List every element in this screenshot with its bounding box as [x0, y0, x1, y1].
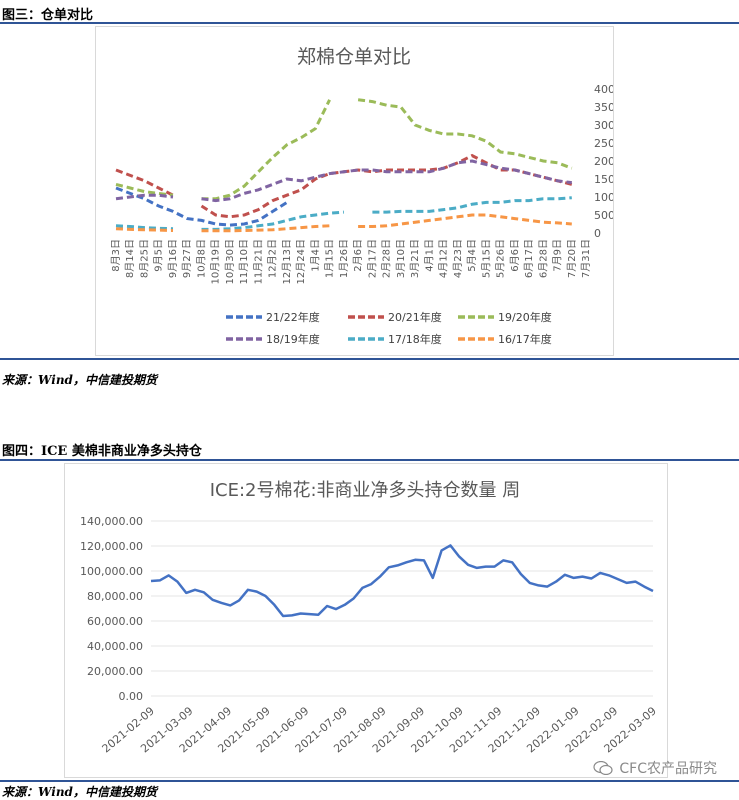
- x-tick-label: 4月12日: [438, 239, 450, 278]
- legend-label: 21/22年度: [266, 310, 320, 324]
- x-tick-label: 10月30日: [224, 239, 236, 284]
- x-tick-label: 10月8日: [195, 239, 207, 278]
- y-tick-label: 20,000.00: [87, 665, 143, 678]
- y-tick-label: 40000: [594, 83, 613, 96]
- series-1819: [115, 159, 572, 203]
- x-tick-label: 8月25日: [138, 239, 150, 278]
- y-tick-label: 10000: [594, 191, 613, 204]
- y-tick-label: 5000: [594, 209, 613, 222]
- x-tick-label: 1月26日: [338, 239, 350, 278]
- x-tick-label: 1月15日: [324, 239, 336, 278]
- x-tick-label: 7月20日: [566, 239, 578, 278]
- x-tick-label: 2月17日: [366, 239, 378, 278]
- net-long-series: [150, 544, 654, 618]
- figure4-bottom-rule: [0, 780, 739, 782]
- y-tick-label: 30000: [594, 119, 613, 132]
- legend-label: 19/20年度: [498, 310, 552, 324]
- watermark: CFC农产品研究: [593, 758, 717, 778]
- x-tick-label: 8月3日: [110, 239, 122, 272]
- y-tick-label: 40,000.00: [87, 640, 143, 653]
- y-tick-label: 15000: [594, 173, 613, 186]
- series-1617: [115, 213, 572, 233]
- figure4-source: 来源：Wind，中信建投期货: [2, 785, 157, 799]
- figure3-source: 来源：Wind，中信建投期货: [2, 373, 157, 387]
- series-1718: [115, 196, 572, 231]
- x-tick-label: 5月15日: [480, 239, 492, 278]
- y-tick-label: 60,000.00: [87, 615, 143, 628]
- ice-net-long-chart-svg: ICE:2号棉花:非商业净多头持仓数量 周 0.00 20,000.00 40,00…: [80, 480, 659, 755]
- y-tick-label: 0: [594, 227, 601, 240]
- y-tick-label: 0.00: [119, 690, 144, 703]
- legend-label: 18/19年度: [266, 332, 320, 346]
- x-tick-label: 4月1日: [423, 239, 435, 272]
- y-tick-label: 20000: [594, 155, 613, 168]
- x-tick-label: 6月28日: [537, 239, 549, 278]
- x-tick-label: 12月24日: [295, 239, 307, 284]
- figure3-top-rule: [0, 22, 739, 24]
- warehouse-chart-title: 郑棉仓单对比: [297, 46, 411, 68]
- series-1920: [115, 98, 573, 201]
- figure4-top-rule: [0, 459, 739, 461]
- wechat-icon: [593, 760, 613, 776]
- ice-chart-title: ICE:2号棉花:非商业净多头持仓数量 周: [210, 480, 521, 501]
- x-tick-label: 2月6日: [352, 239, 364, 272]
- figure3-bottom-rule: [0, 358, 739, 360]
- y-tick-label: 100,000.00: [80, 565, 143, 578]
- y-tick-label: 120,000.00: [80, 540, 143, 553]
- y-tick-label: 35000: [594, 101, 613, 114]
- x-tick-label: 5月4日: [466, 239, 478, 272]
- warehouse-receipt-chart: 郑棉仓单对比 0 5000 10000 15000 20000 25000 30000 350…: [95, 26, 629, 356]
- series-2122: [115, 186, 288, 227]
- x-tick-label: 6月6日: [509, 239, 521, 272]
- legend-label: 16/17年度: [498, 332, 552, 346]
- watermark-text: CFC农产品研究: [619, 761, 717, 777]
- x-tick-label: 11月10日: [238, 239, 250, 284]
- x-tick-label: 12月2日: [267, 239, 279, 278]
- y-tick-label: 140,000.00: [80, 515, 143, 528]
- x-tick-label: 1月4日: [309, 239, 321, 272]
- series-2021: [115, 153, 573, 219]
- figure3-title: 图三：仓单对比: [2, 8, 94, 23]
- ice-net-long-chart: ICE:2号棉花:非商业净多头持仓数量 周 0.00 20,000.00 40,00…: [64, 463, 668, 778]
- x-tick-label: 3月10日: [395, 239, 407, 278]
- x-tick-label: 10月19日: [210, 239, 222, 284]
- x-tick-label: 11月21日: [252, 239, 264, 284]
- x-tick-label: 7月31日: [580, 239, 592, 278]
- x-tick-label: 4月23日: [452, 239, 464, 278]
- x-tick-label: 3月21日: [409, 239, 421, 278]
- x-tick-label: 2月28日: [381, 239, 393, 278]
- x-tick-label: 9月27日: [181, 239, 193, 278]
- legend-label: 20/21年度: [388, 310, 442, 324]
- warehouse-receipt-chart-svg: 郑棉仓单对比 0 5000 10000 15000 20000 25000 30000 350…: [110, 46, 629, 346]
- x-tick-label: 12月13日: [281, 239, 293, 284]
- legend-label: 17/18年度: [388, 332, 442, 346]
- y-tick-label: 80,000.00: [87, 590, 143, 603]
- x-tick-label: 8月14日: [124, 239, 136, 278]
- x-tick-label: 5月26日: [495, 239, 507, 278]
- x-tick-label: 6月17日: [523, 239, 535, 278]
- x-tick-label: 7月9日: [552, 239, 564, 272]
- x-tick-label: 9月16日: [167, 239, 179, 278]
- figure4-title: 图四：ICE 美棉非商业净多头持仓: [2, 444, 202, 459]
- y-tick-label: 25000: [594, 137, 613, 150]
- x-tick-label: 9月5日: [153, 239, 165, 272]
